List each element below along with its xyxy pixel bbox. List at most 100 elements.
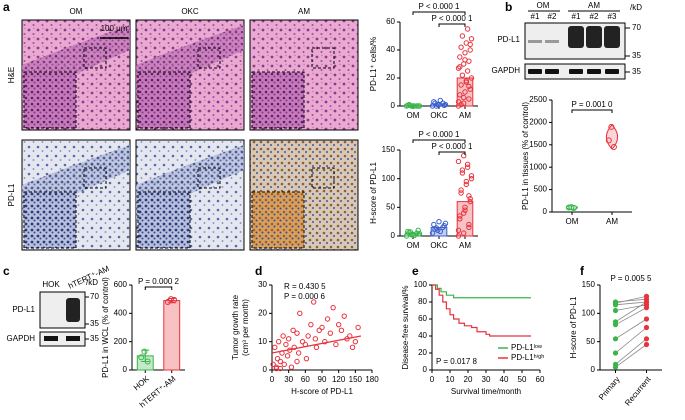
pair-line xyxy=(615,301,647,323)
band xyxy=(568,26,584,48)
column-label: OKC xyxy=(181,7,199,16)
significance-bracket xyxy=(412,11,466,15)
data-point xyxy=(612,322,619,328)
marker-label: 70 xyxy=(90,292,99,301)
y-tick-label: 1500 xyxy=(529,140,547,149)
lane-label: #2 xyxy=(548,12,557,21)
y-tick-label: 0 xyxy=(391,231,396,240)
y-tick-label: 400 xyxy=(114,308,128,317)
blot-group: OM xyxy=(537,1,550,10)
panel-letter: e xyxy=(412,264,419,278)
data-point xyxy=(433,103,440,109)
row-label: H&E xyxy=(7,67,16,83)
unit-label: /kD xyxy=(630,3,642,12)
y-tick-label: 0 xyxy=(263,365,268,374)
data-point xyxy=(643,341,650,348)
data-point xyxy=(463,181,469,188)
data-point xyxy=(273,365,280,372)
data-point xyxy=(407,229,414,235)
lane-label: #1 xyxy=(572,12,581,21)
data-point xyxy=(322,338,328,345)
data-point xyxy=(431,99,437,105)
y-axis-label: H-score of PD-L1 xyxy=(369,162,378,224)
data-point xyxy=(167,296,174,303)
data-point xyxy=(432,100,438,106)
pair-line xyxy=(615,298,647,303)
y-tick-label: 60 xyxy=(418,314,427,323)
significance-bracket xyxy=(412,139,466,143)
data-point xyxy=(458,44,464,50)
x-tick-label: OM xyxy=(407,241,420,250)
y-axis-label: PD-L1 in WCL (% of control) xyxy=(101,277,110,378)
data-point xyxy=(464,161,471,168)
data-point xyxy=(462,207,468,213)
band xyxy=(569,69,583,74)
data-point xyxy=(458,101,464,108)
data-point xyxy=(416,103,423,109)
data-point xyxy=(466,83,472,90)
y-tick-label: 0 xyxy=(591,365,596,374)
data-point xyxy=(466,224,472,231)
data-point xyxy=(643,316,650,322)
data-point xyxy=(355,324,361,331)
lane-label: #1 xyxy=(531,12,540,21)
band xyxy=(44,336,58,341)
bar xyxy=(163,300,181,371)
data-point xyxy=(605,137,612,144)
p-value: P < 0.000 1 xyxy=(432,14,474,23)
data-point xyxy=(568,204,575,211)
x-tick-label: Recurrent xyxy=(623,374,653,407)
data-point xyxy=(437,228,443,235)
data-point xyxy=(463,79,469,85)
data-point xyxy=(459,167,466,173)
panel-letter: d xyxy=(255,264,262,278)
y-axis-label: (cm³ per month) xyxy=(241,299,250,356)
data-point xyxy=(643,336,650,342)
band xyxy=(528,40,542,43)
data-point xyxy=(429,230,436,236)
p-value: P = 0.017 8 xyxy=(436,357,478,366)
inset xyxy=(251,191,305,249)
inset xyxy=(137,191,191,249)
data-point xyxy=(316,327,322,334)
data-point xyxy=(171,296,178,303)
data-point xyxy=(461,153,467,159)
fit-line xyxy=(271,335,362,354)
data-point xyxy=(406,101,412,108)
marker-label: 35 xyxy=(90,334,99,343)
pair-line xyxy=(615,344,647,368)
band-label: PD-L1 xyxy=(12,305,35,314)
data-point xyxy=(284,353,291,359)
pair-line xyxy=(615,338,647,365)
significance-bracket xyxy=(571,109,613,113)
inset-source xyxy=(83,167,107,189)
bar xyxy=(456,77,474,107)
y-tick-label: 600 xyxy=(114,280,128,289)
data-point xyxy=(458,187,464,193)
row-label: PD-L1 xyxy=(7,183,16,206)
scale-bar-label: 100 μm xyxy=(101,24,128,33)
y-tick-label: 0 xyxy=(391,101,396,110)
data-point xyxy=(310,299,317,305)
band xyxy=(66,298,80,322)
data-point xyxy=(303,355,310,362)
data-point xyxy=(312,336,319,342)
y-tick-label: 30 xyxy=(258,280,267,289)
y-tick-label: 500 xyxy=(534,185,548,194)
x-tick-label: OM xyxy=(407,111,420,120)
lane-label: HOK xyxy=(42,280,60,289)
data-point xyxy=(461,230,467,236)
data-point xyxy=(319,324,325,331)
p-value: P = 0.000 2 xyxy=(138,277,180,286)
unit-label: /kD xyxy=(86,278,98,287)
band-label: PD-L1 xyxy=(497,35,520,44)
data-point xyxy=(457,54,463,60)
y-tick-label: 50 xyxy=(386,202,395,211)
panel-letter: c xyxy=(3,264,10,278)
band xyxy=(545,69,559,74)
y-axis-label: Tumor growth rate xyxy=(231,294,240,360)
data-point xyxy=(458,82,464,88)
significance-bracket xyxy=(438,151,466,155)
p-value: P < 0.000 1 xyxy=(419,130,461,139)
